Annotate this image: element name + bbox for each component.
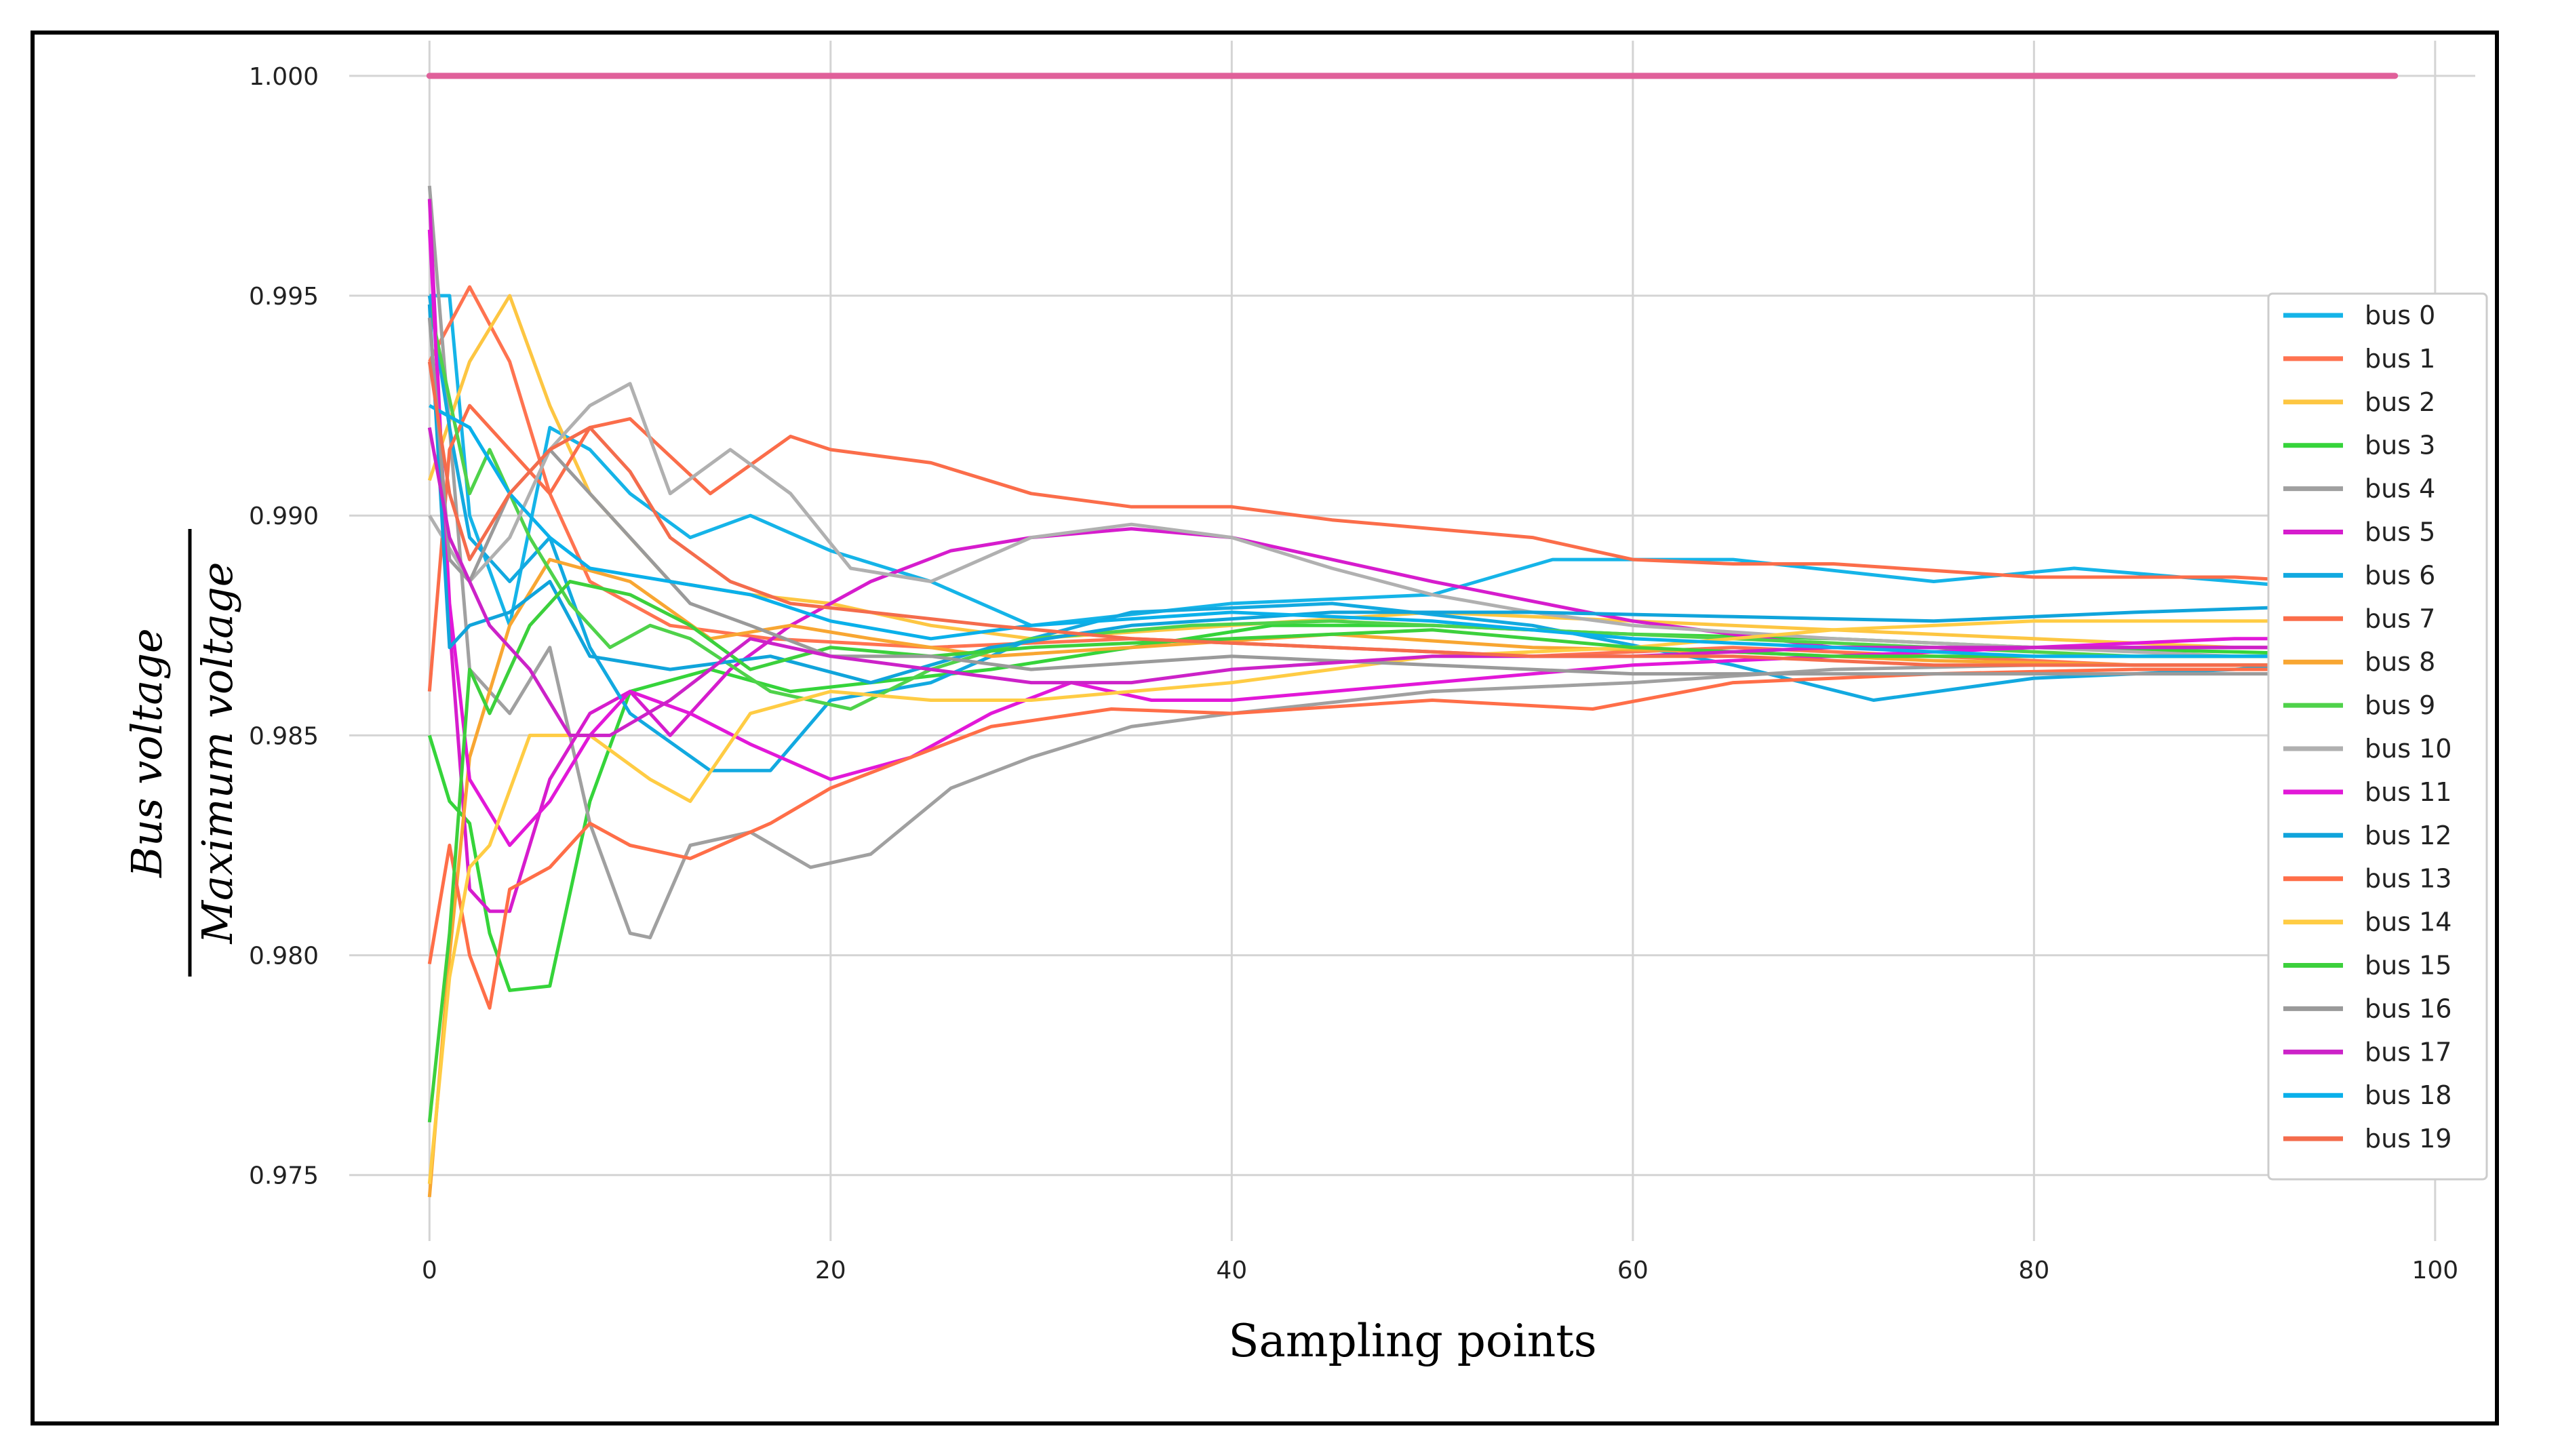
series-line-bus-10	[428, 382, 2395, 658]
series-line-bus-12	[427, 304, 2395, 685]
y-tick-label: 0.985	[249, 722, 319, 750]
legend-item: bus 15	[2283, 951, 2451, 981]
legend-label: bus 11	[2365, 777, 2451, 807]
legend-label: bus 0	[2365, 300, 2435, 330]
x-tick-label: 60	[1617, 1257, 1649, 1284]
legend-item: bus 6	[2283, 560, 2435, 590]
y-tick-label: 0.975	[249, 1162, 319, 1190]
legend-item: bus 5	[2283, 517, 2435, 547]
legend-item: bus 8	[2283, 647, 2435, 677]
legend-item: bus 1	[2283, 344, 2435, 374]
legend-label: bus 12	[2365, 821, 2451, 850]
legend-item: bus 0	[2283, 300, 2435, 330]
series-line-bus-19	[427, 361, 2395, 667]
legend-item: bus 7	[2283, 604, 2435, 633]
series-line-bus-0	[429, 294, 2395, 627]
figure-frame	[31, 31, 2499, 1425]
legend-item: bus 2	[2283, 387, 2435, 417]
legend-label: bus 4	[2365, 474, 2435, 504]
legend-item: bus 18	[2283, 1080, 2451, 1110]
legend-label: bus 17	[2365, 1037, 2451, 1067]
y-tick-label: 1.000	[249, 63, 319, 91]
legend-item: bus 12	[2283, 821, 2451, 850]
legend-box	[2267, 292, 2488, 1181]
legend-label: bus 2	[2365, 387, 2435, 417]
legend-label: bus 14	[2365, 907, 2451, 937]
series-line-bus-1	[428, 285, 2395, 667]
legend-item: bus 11	[2283, 777, 2451, 807]
x-tick-label: 100	[2411, 1257, 2458, 1284]
series-line-bus-3	[427, 623, 2395, 992]
legend-label: bus 8	[2365, 647, 2435, 677]
legend-item: bus 13	[2283, 864, 2451, 894]
legend-item: bus 10	[2283, 734, 2451, 764]
y-tick-label: 0.995	[249, 283, 319, 311]
legend-item: bus 19	[2283, 1124, 2451, 1154]
legend-label: bus 10	[2365, 734, 2451, 764]
x-tick-label: 80	[2018, 1257, 2049, 1284]
y-axis-title-numerator: Bus voltage	[122, 628, 172, 878]
legend-label: bus 1	[2365, 344, 2435, 374]
series-line-bus-17	[427, 427, 2395, 737]
x-tick-label: 0	[422, 1257, 437, 1284]
series-line-bus-2	[427, 294, 2395, 650]
legend-label: bus 7	[2365, 604, 2435, 633]
series-line-bus-15	[427, 580, 2395, 1123]
series-line-bus-4	[427, 185, 2395, 940]
legend-item: bus 16	[2283, 993, 2451, 1023]
y-axis-title-denominator: Maximum voltage	[193, 562, 242, 945]
x-tick-labels: 0 20 40 60 80 100	[422, 1257, 2458, 1284]
legend-label: bus 19	[2365, 1124, 2451, 1154]
series-line-bus-14	[427, 619, 2395, 1184]
legend-item: bus 4	[2283, 474, 2435, 504]
series-line-bus-13	[427, 667, 2395, 1010]
y-tick-label: 0.980	[249, 943, 319, 970]
legend: bus 0 bus 1 bus 2 bus 3 bus 4 bus 5 bus 6 bus 7…	[2267, 292, 2488, 1181]
legend-item: bus 9	[2283, 690, 2435, 720]
legend-label: bus 13	[2365, 864, 2451, 894]
legend-label: bus 9	[2365, 690, 2435, 720]
series-line-bus-6	[427, 295, 2395, 772]
legend-label: bus 5	[2365, 517, 2435, 547]
x-axis-title: Sampling points	[1228, 1315, 1596, 1367]
series-line-bus-5	[427, 199, 2395, 913]
y-tick-label: 0.990	[249, 503, 319, 530]
x-tick-label: 20	[815, 1257, 846, 1284]
legend-label: bus 18	[2365, 1080, 2451, 1110]
y-tick-labels: 0.975 0.980 0.985 0.990 0.995 1.000	[249, 63, 319, 1190]
legend-item: bus 3	[2283, 431, 2435, 460]
series-group	[427, 185, 2395, 1198]
legend-label: bus 3	[2365, 431, 2435, 460]
x-tick-label: 40	[1216, 1257, 1247, 1284]
y-axis-title: Bus voltage Maximum voltage	[122, 529, 242, 977]
legend-item: bus 17	[2283, 1037, 2451, 1067]
legend-label: bus 15	[2365, 951, 2451, 981]
legend-label: bus 6	[2365, 560, 2435, 590]
series-line-bus-18	[429, 404, 2395, 658]
legend-label: bus 16	[2365, 993, 2451, 1023]
legend-item: bus 14	[2283, 907, 2451, 937]
